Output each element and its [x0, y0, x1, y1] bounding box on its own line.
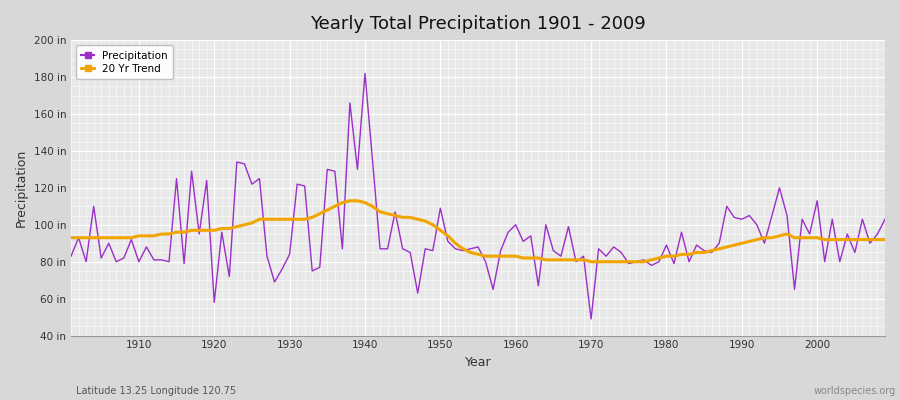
X-axis label: Year: Year: [464, 356, 491, 369]
Legend: Precipitation, 20 Yr Trend: Precipitation, 20 Yr Trend: [76, 45, 173, 79]
Y-axis label: Precipitation: Precipitation: [15, 149, 28, 227]
Text: worldspecies.org: worldspecies.org: [814, 386, 896, 396]
Title: Yearly Total Precipitation 1901 - 2009: Yearly Total Precipitation 1901 - 2009: [310, 15, 646, 33]
Text: Latitude 13.25 Longitude 120.75: Latitude 13.25 Longitude 120.75: [76, 386, 237, 396]
